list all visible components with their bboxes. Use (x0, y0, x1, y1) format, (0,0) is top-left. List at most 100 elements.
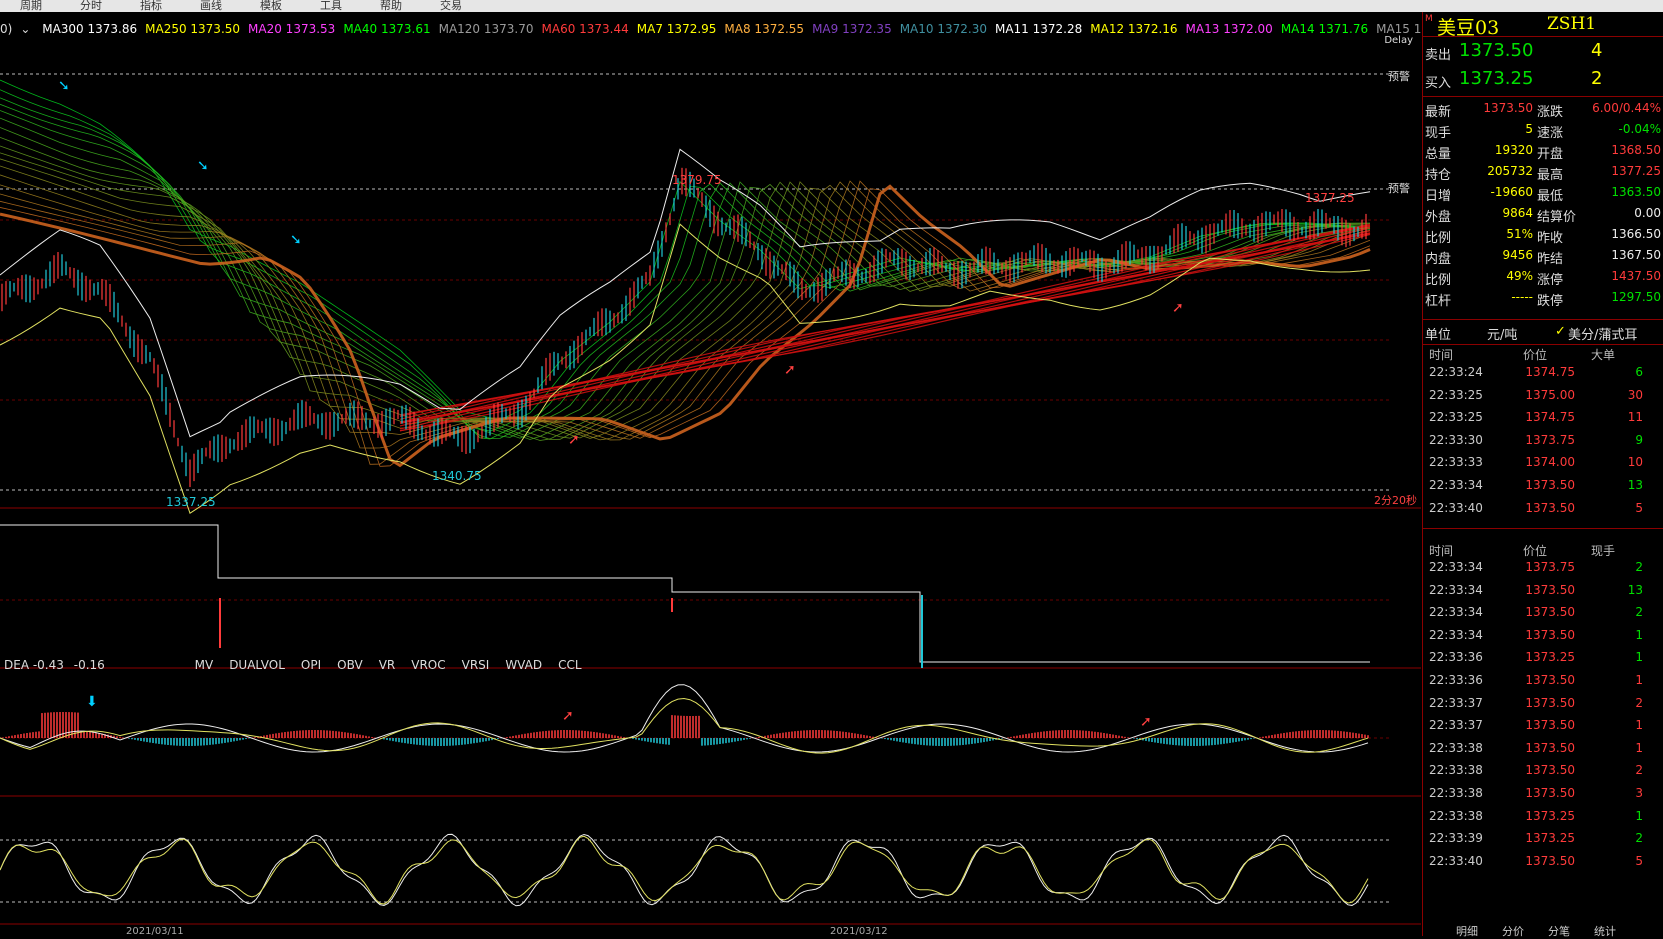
chart-area[interactable]: ➘ ➘ ➘ ➚ ➚ ➚ ➚ ➚ ⬇ 1379.75 1377.25 1337.25 1340.75 预警预… (0, 12, 1421, 936)
menu-item[interactable]: 指标 (140, 0, 162, 12)
bottom-tab[interactable]: 统计 (1594, 925, 1616, 938)
price-label: 预警 (1388, 181, 1410, 195)
list-item[interactable]: 22:33:40 1373.50 5 (1423, 501, 1663, 525)
sell-price: 1373.50 (1459, 40, 1534, 61)
list-item[interactable]: 22:33:40 1373.50 5 (1423, 854, 1663, 878)
check-icon[interactable]: ✓ (1555, 324, 1566, 339)
list-item[interactable]: 22:33:36 1373.25 1 (1423, 650, 1663, 674)
menu-item[interactable]: 模板 (260, 0, 282, 12)
menu-item[interactable]: 工具 (320, 0, 342, 12)
stat-value: 1366.50 (1611, 227, 1661, 241)
list-item[interactable]: 22:33:34 1373.50 13 (1423, 478, 1663, 502)
down-arrow-icon: ⬇ (86, 694, 98, 710)
stat-key: 跌停 (1537, 294, 1564, 309)
trade-qty: 13 (1627, 478, 1643, 492)
unit-label: 单位 (1425, 328, 1452, 343)
trade-time: 22:33:38 (1429, 763, 1483, 778)
ma-line (399, 223, 1371, 416)
indicator-button[interactable]: DUALVOL (229, 658, 285, 672)
ma-legend-item: MA60 1373.44 (541, 22, 629, 36)
trade-time: 22:33:34 (1429, 605, 1483, 620)
list-item[interactable]: 22:33:38 1373.50 2 (1423, 763, 1663, 787)
ma-legend-item: MA14 1371.76 (1280, 22, 1369, 36)
stat-key: 比例 (1425, 231, 1452, 246)
unit-option[interactable]: 美分/蒲式耳 (1568, 328, 1638, 343)
stat-key: 开盘 (1537, 147, 1564, 162)
list-item[interactable]: 22:33:39 1373.25 2 (1423, 831, 1663, 855)
list-item[interactable]: 22:33:34 1373.50 13 (1423, 583, 1663, 607)
buy-row[interactable]: 买入 1373.25 2 (1423, 68, 1663, 91)
trade-price: 1373.50 (1525, 605, 1575, 620)
stat-value: 1297.50 (1611, 290, 1661, 304)
trade-qty: 3 (1635, 786, 1643, 800)
list-item[interactable]: 22:33:38 1373.50 1 (1423, 741, 1663, 765)
indicator-button[interactable]: OPI (300, 658, 322, 672)
ma-line (399, 225, 1371, 424)
list-item[interactable]: 22:33:33 1374.00 10 (1423, 455, 1663, 479)
trade-price: 1373.25 (1525, 808, 1575, 823)
indicator-button[interactable]: VRSI (461, 658, 490, 672)
menu-item[interactable]: 分时 (80, 0, 102, 12)
menu-item[interactable]: 周期 (20, 0, 42, 12)
stat-row: 杠杆 ----- 跌停 1297.50 (1423, 288, 1663, 310)
bottom-tab[interactable]: 明细 (1456, 925, 1478, 938)
menu-item[interactable]: 交易 (440, 0, 462, 12)
list-item[interactable]: 22:33:30 1373.75 9 (1423, 433, 1663, 457)
trade-time: 22:33:25 (1429, 387, 1483, 402)
stat-row: 内盘 9456 昨结 1367.50 (1423, 246, 1663, 268)
list-item[interactable]: 22:33:38 1373.50 3 (1423, 786, 1663, 810)
indicator-button[interactable]: VR (378, 658, 396, 672)
indicator-button[interactable]: CCL (558, 658, 582, 672)
stat-key: 持仓 (1425, 168, 1452, 183)
dropdown-icon[interactable]: ⌄ (20, 22, 31, 36)
trade-price: 1373.50 (1525, 695, 1575, 710)
macd-line (0, 684, 1369, 753)
bottom-tabs: 明细 分价 分笔 统计 (1422, 925, 1663, 938)
stat-row: 持仓 205732 最高 1377.25 (1423, 162, 1663, 184)
indicator-bar: DEA -0.43 -0.16 MV DUALVOL OPI OBV VR VROC VRS… (4, 658, 588, 674)
trade-qty: 1 (1635, 718, 1643, 733)
ma-legend-item: MA40 1373.61 (343, 22, 431, 36)
date-label-2: 2021/03/12 (830, 926, 888, 937)
list-item[interactable]: 22:33:34 1373.75 2 (1423, 560, 1663, 584)
ma-legend-item: MA20 1373.53 (248, 22, 336, 36)
menu-item[interactable]: 帮助 (380, 0, 402, 12)
indicator-button[interactable]: OBV (337, 658, 363, 672)
trade-time: 22:33:34 (1429, 627, 1483, 642)
list-item[interactable]: 22:33:37 1373.50 1 (1423, 718, 1663, 742)
up-arrow-icon: ➚ (568, 432, 580, 448)
list-item[interactable]: 22:33:37 1373.50 2 (1423, 696, 1663, 720)
stat-value: 0.00 (1634, 206, 1661, 220)
list-item[interactable]: 22:33:36 1373.50 1 (1423, 673, 1663, 697)
trade-qty: 2 (1635, 560, 1643, 574)
bottom-tab[interactable]: 分价 (1502, 925, 1524, 938)
indicator-button[interactable]: VROC (411, 658, 446, 672)
contract-name[interactable]: 美豆03 (1437, 17, 1500, 39)
trade-time: 22:33:37 (1429, 695, 1483, 710)
trade-time: 22:33:36 (1429, 650, 1483, 665)
stat-key: 速涨 (1537, 126, 1564, 141)
kline-chart[interactable]: ➘➘➘➚➚➚➚ ➚⬇1379.751377.251337.251340.75预警预… (0, 12, 1421, 936)
trade-qty: 9 (1635, 432, 1643, 447)
trade-price: 1373.25 (1525, 650, 1575, 665)
trade-price: 1373.50 (1525, 853, 1575, 868)
indicator-button[interactable]: MV (194, 658, 214, 672)
trade-qty: 10 (1627, 455, 1643, 470)
list-item[interactable]: 22:33:34 1373.50 2 (1423, 605, 1663, 629)
stat-key: 涨停 (1537, 273, 1564, 288)
trade-time: 22:33:36 (1429, 673, 1483, 687)
list-item[interactable]: 22:33:34 1373.50 1 (1423, 628, 1663, 652)
list-item[interactable]: 22:33:38 1373.25 1 (1423, 809, 1663, 833)
ma-legend-item: MA7 1372.95 (636, 22, 717, 36)
menu-item[interactable]: 画线 (200, 0, 222, 12)
stat-row: 比例 49% 涨停 1437.50 (1423, 267, 1663, 289)
trade-price: 1373.50 (1525, 478, 1575, 492)
bottom-tab[interactable]: 分笔 (1548, 925, 1570, 938)
trade-time: 22:33:24 (1429, 365, 1483, 379)
sell-row[interactable]: 卖出 1373.50 4 (1423, 40, 1663, 63)
list-item[interactable]: 22:33:24 1374.75 6 (1423, 365, 1663, 389)
list-item[interactable]: 22:33:25 1374.75 11 (1423, 410, 1663, 434)
indicator-button[interactable]: WVAD (505, 658, 543, 672)
list-item[interactable]: 22:33:25 1375.00 30 (1423, 388, 1663, 412)
stat-key: 涨跌 (1537, 105, 1564, 120)
